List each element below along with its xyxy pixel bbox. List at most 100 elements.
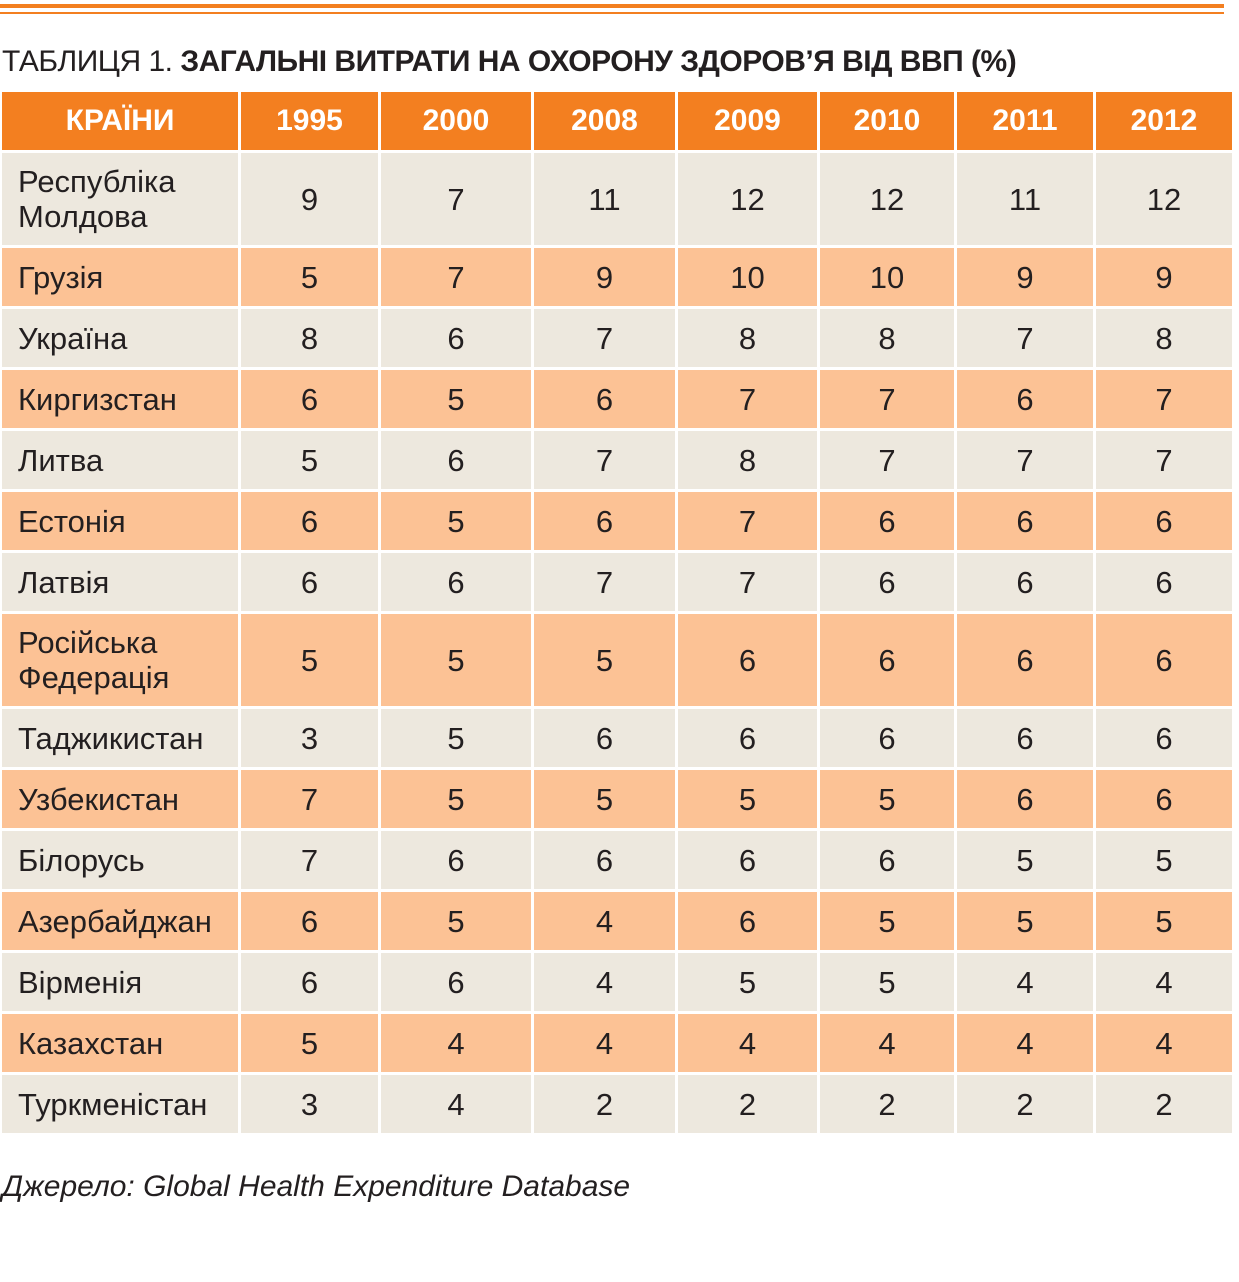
table-row: Україна 8 6 7 8 8 7 8	[2, 309, 1232, 367]
health-expenditure-table: КРАЇНИ 1995 2000 2008 2009 2010 2011 201…	[0, 89, 1235, 1136]
country-cell: Узбекистан	[2, 770, 238, 828]
value-cell: 7	[957, 431, 1093, 489]
table-row: Азербайджан 6 5 4 6 5 5 5	[2, 892, 1232, 950]
value-cell: 5	[1096, 831, 1232, 889]
header-cell-2009: 2009	[678, 92, 817, 150]
value-cell: 6	[957, 709, 1093, 767]
value-cell: 6	[241, 953, 378, 1011]
header-cell-2011: 2011	[957, 92, 1093, 150]
value-cell: 6	[381, 553, 531, 611]
header-cell-2012: 2012	[1096, 92, 1232, 150]
country-cell: Киргизстан	[2, 370, 238, 428]
country-cell: Азербайджан	[2, 892, 238, 950]
table-row: Туркменістан 3 4 2 2 2 2 2	[2, 1075, 1232, 1133]
value-cell: 6	[1096, 492, 1232, 550]
value-cell: 6	[534, 709, 675, 767]
value-cell: 5	[820, 892, 954, 950]
value-cell: 4	[381, 1014, 531, 1072]
country-cell: Україна	[2, 309, 238, 367]
value-cell: 2	[678, 1075, 817, 1133]
value-cell: 7	[1096, 431, 1232, 489]
value-cell: 5	[381, 614, 531, 706]
value-cell: 5	[678, 770, 817, 828]
value-cell: 6	[820, 614, 954, 706]
value-cell: 2	[957, 1075, 1093, 1133]
table-title-prefix: ТАБЛИЦЯ 1.	[2, 45, 173, 78]
header-cell-2010: 2010	[820, 92, 954, 150]
value-cell: 7	[1096, 370, 1232, 428]
value-cell: 7	[957, 309, 1093, 367]
value-cell: 4	[678, 1014, 817, 1072]
value-cell: 5	[820, 770, 954, 828]
value-cell: 8	[241, 309, 378, 367]
value-cell: 5	[534, 770, 675, 828]
value-cell: 7	[820, 431, 954, 489]
header-cell-2000: 2000	[381, 92, 531, 150]
value-cell: 4	[957, 953, 1093, 1011]
value-cell: 6	[678, 892, 817, 950]
value-cell: 7	[241, 831, 378, 889]
value-cell: 5	[957, 831, 1093, 889]
country-cell: Білорусь	[2, 831, 238, 889]
value-cell: 7	[534, 431, 675, 489]
value-cell: 5	[241, 1014, 378, 1072]
value-cell: 9	[957, 248, 1093, 306]
value-cell: 6	[381, 309, 531, 367]
value-cell: 6	[678, 709, 817, 767]
value-cell: 5	[820, 953, 954, 1011]
value-cell: 4	[820, 1014, 954, 1072]
country-cell: Російська Федерація	[2, 614, 238, 706]
value-cell: 4	[957, 1014, 1093, 1072]
top-rule-thin	[0, 12, 1224, 14]
value-cell: 5	[678, 953, 817, 1011]
table-row: Литва 5 6 7 8 7 7 7	[2, 431, 1232, 489]
value-cell: 2	[534, 1075, 675, 1133]
country-cell: Республіка Молдова	[2, 153, 238, 245]
value-cell: 7	[678, 553, 817, 611]
value-cell: 3	[241, 1075, 378, 1133]
value-cell: 5	[534, 614, 675, 706]
value-cell: 9	[1096, 248, 1232, 306]
source-note: Джерело: Global Health Expenditure Datab…	[2, 1170, 631, 1203]
value-cell: 5	[241, 614, 378, 706]
value-cell: 4	[1096, 953, 1232, 1011]
value-cell: 10	[820, 248, 954, 306]
value-cell: 4	[534, 892, 675, 950]
country-cell: Вірменія	[2, 953, 238, 1011]
value-cell: 7	[678, 492, 817, 550]
value-cell: 4	[534, 953, 675, 1011]
value-cell: 5	[1096, 892, 1232, 950]
value-cell: 7	[534, 553, 675, 611]
table-row: Казахстан 5 4 4 4 4 4 4	[2, 1014, 1232, 1072]
value-cell: 6	[820, 831, 954, 889]
value-cell: 6	[1096, 770, 1232, 828]
value-cell: 6	[241, 553, 378, 611]
value-cell: 8	[678, 431, 817, 489]
value-cell: 6	[957, 553, 1093, 611]
top-rule	[0, 4, 1224, 8]
value-cell: 7	[381, 248, 531, 306]
value-cell: 2	[1096, 1075, 1232, 1133]
country-cell: Литва	[2, 431, 238, 489]
table-row: Грузія 5 7 9 10 10 9 9	[2, 248, 1232, 306]
value-cell: 3	[241, 709, 378, 767]
country-cell: Естонія	[2, 492, 238, 550]
value-cell: 11	[957, 153, 1093, 245]
value-cell: 8	[1096, 309, 1232, 367]
value-cell: 8	[820, 309, 954, 367]
table-row: Російська Федерація 5 5 5 6 6 6 6	[2, 614, 1232, 706]
value-cell: 6	[534, 370, 675, 428]
value-cell: 6	[381, 953, 531, 1011]
value-cell: 5	[381, 709, 531, 767]
value-cell: 7	[820, 370, 954, 428]
value-cell: 11	[534, 153, 675, 245]
value-cell: 6	[678, 614, 817, 706]
value-cell: 12	[1096, 153, 1232, 245]
value-cell: 6	[1096, 709, 1232, 767]
value-cell: 6	[381, 831, 531, 889]
country-cell: Латвія	[2, 553, 238, 611]
value-cell: 6	[957, 770, 1093, 828]
header-row: КРАЇНИ 1995 2000 2008 2009 2010 2011 201…	[2, 92, 1232, 150]
value-cell: 6	[957, 614, 1093, 706]
country-cell: Грузія	[2, 248, 238, 306]
